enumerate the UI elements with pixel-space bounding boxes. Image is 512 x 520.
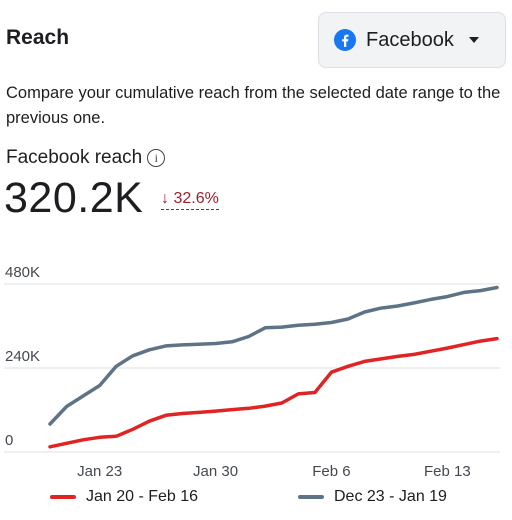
y-tick-label: 240K: [5, 348, 40, 365]
dropdown-selected-label: Facebook: [366, 28, 454, 51]
legend-label-current: Jan 20 - Feb 16: [86, 488, 199, 505]
series-line-previous[interactable]: [48, 285, 499, 426]
series-line-current[interactable]: [48, 336, 499, 449]
legend-swatch-current: [50, 495, 76, 499]
metric-value: 320.2K: [4, 174, 144, 222]
legend-item-current: Jan 20 - Feb 16: [50, 488, 198, 506]
legend-item-previous: Dec 23 - Jan 19: [298, 488, 447, 506]
facebook-icon: [334, 29, 356, 51]
x-tick-label: Feb 6: [312, 463, 350, 480]
y-tick-label: 480K: [5, 264, 40, 281]
description-text: Compare your cumulative reach from the s…: [6, 84, 501, 127]
section-title: Reach: [6, 26, 70, 49]
metric-label-row: Facebook reach i: [6, 147, 166, 169]
caret-down-icon: [468, 37, 479, 43]
x-tick-label: Jan 30: [193, 463, 238, 480]
y-tick-label: 0: [5, 432, 13, 449]
info-icon[interactable]: i: [147, 149, 166, 167]
legend-swatch-previous: [298, 495, 324, 499]
x-tick-label: Feb 13: [424, 463, 471, 480]
metric-change-badge[interactable]: ↓ 32.6%: [161, 190, 219, 210]
x-tick-label: Jan 23: [77, 463, 122, 480]
platform-dropdown[interactable]: Facebook: [318, 12, 506, 68]
metric-label: Facebook reach: [6, 147, 143, 168]
legend-label-previous: Dec 23 - Jan 19: [334, 488, 447, 505]
